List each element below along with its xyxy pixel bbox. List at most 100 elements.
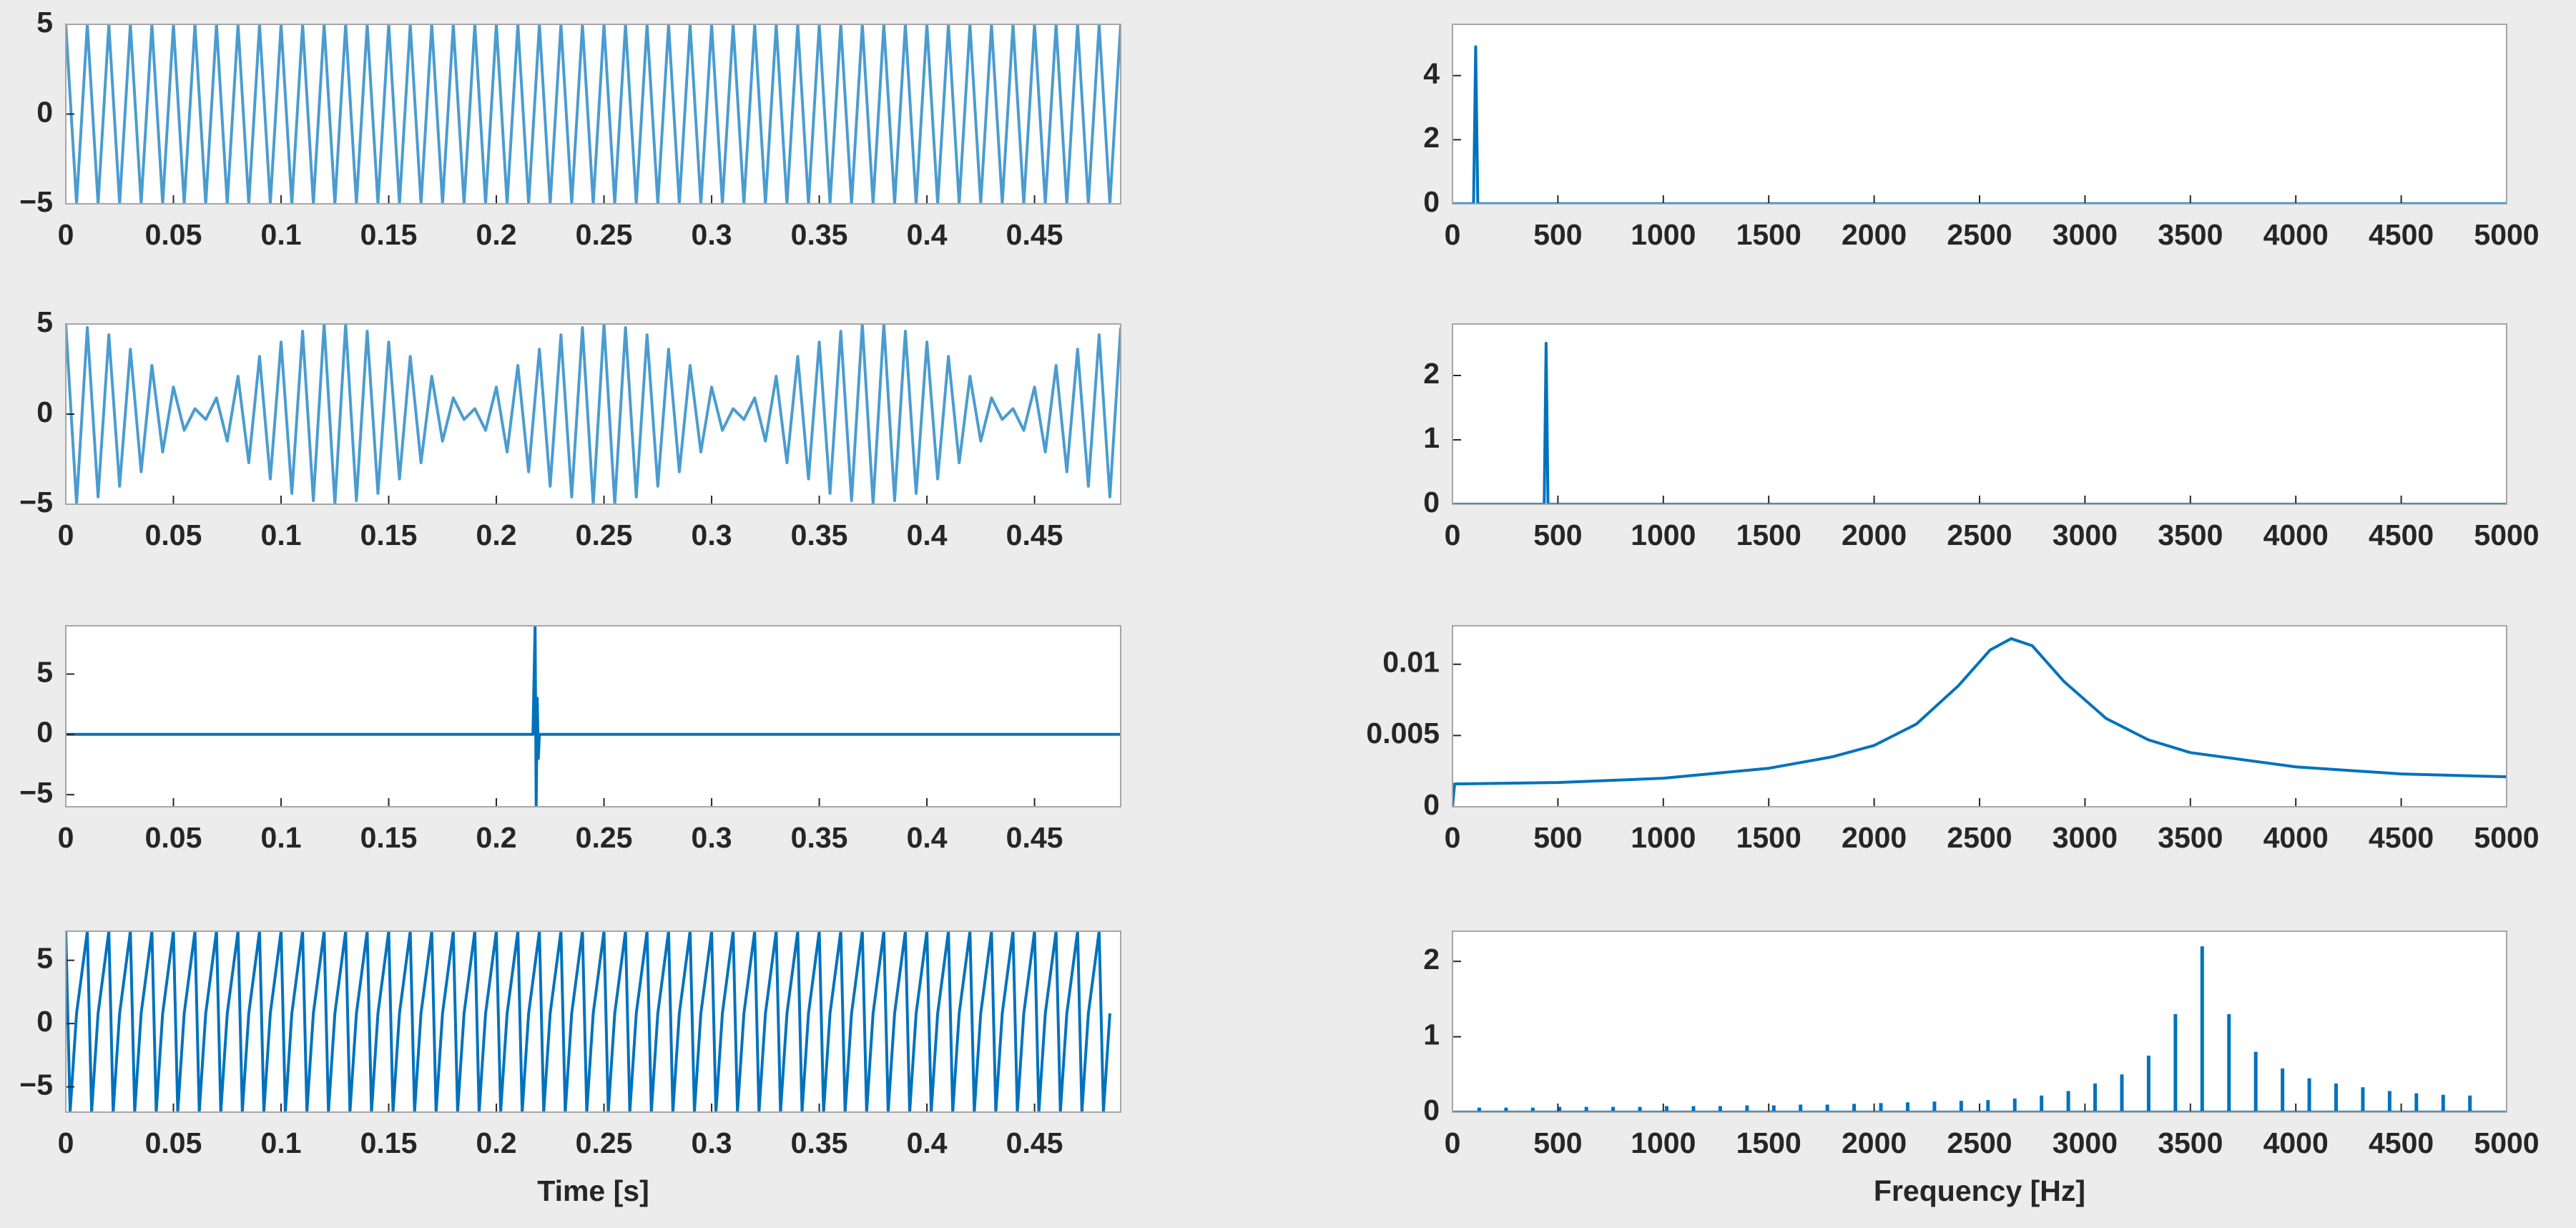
x-tick-label: 0.35 <box>791 218 848 251</box>
x-tick-label: 1000 <box>1631 821 1696 854</box>
x-tick-label: 0.25 <box>576 1126 633 1159</box>
x-tick-label: 0.3 <box>692 1126 732 1159</box>
plot-area <box>1452 946 2507 1112</box>
y-tick-label: 0 <box>36 1005 53 1038</box>
plot-area <box>66 324 1121 504</box>
x-tick-label: 0.1 <box>261 1126 302 1159</box>
x-tick-label: 0.25 <box>576 519 633 551</box>
signal-line <box>1452 45 2507 204</box>
plot-area <box>66 24 1121 204</box>
axes-background <box>66 324 1121 504</box>
axes-background <box>66 626 1121 807</box>
x-tick-label: 0.4 <box>907 218 948 251</box>
x-tick-label: 500 <box>1533 1126 1582 1159</box>
axes-border <box>1452 625 2507 807</box>
x-tick-label: 0.15 <box>360 519 418 551</box>
x-tick-label: 3000 <box>2053 519 2118 551</box>
y-tick-label: 1 <box>1423 1018 1440 1051</box>
y-tick-label: 0 <box>1423 185 1440 218</box>
y-tick-label: 5 <box>36 305 53 338</box>
x-tick-label: 0 <box>1445 821 1461 854</box>
x-tick-label: 0.15 <box>360 821 418 854</box>
x-tick-label: 0.45 <box>1006 218 1063 251</box>
axes-border <box>65 930 1121 1113</box>
axes-border <box>65 24 1121 205</box>
x-tick-label: 0.1 <box>261 218 302 251</box>
y-tick-label: 5 <box>36 655 53 688</box>
x-tick-label: 2000 <box>1842 821 1907 854</box>
x-tick-label: 0 <box>1445 519 1461 551</box>
x-tick-label: 0.2 <box>476 218 517 251</box>
y-tick-label: 0 <box>36 95 53 128</box>
x-tick-label: 0 <box>58 821 74 854</box>
x-tick-label: 3000 <box>2053 821 2118 854</box>
x-tick-label: 4500 <box>2369 1126 2434 1159</box>
x-tick-label: 2500 <box>1947 519 2012 551</box>
x-tick-label: 0.05 <box>145 821 202 854</box>
x-tick-label: 500 <box>1533 218 1582 251</box>
axes-background <box>66 24 1121 204</box>
x-tick-label: 0.2 <box>476 519 517 551</box>
axes-background <box>1452 931 2507 1112</box>
y-tick-label: −5 <box>19 1068 53 1101</box>
x-tick-label: 0.05 <box>145 519 202 551</box>
axes-border <box>65 625 1121 807</box>
plot-area <box>1452 342 2507 504</box>
x-tick-label: 1000 <box>1631 1126 1696 1159</box>
x-tick-label: 3500 <box>2158 218 2223 251</box>
x-tick-label: 0.35 <box>791 821 848 854</box>
axes-border <box>1452 930 2507 1113</box>
y-tick-label: −5 <box>19 776 53 809</box>
y-tick-label: 5 <box>36 6 53 39</box>
y-tick-label: 0.005 <box>1366 717 1440 750</box>
x-tick-label: 5000 <box>2474 1126 2539 1159</box>
x-tick-label: 3500 <box>2158 519 2223 551</box>
x-tick-label: 2500 <box>1947 821 2012 854</box>
x-tick-label: 0.3 <box>692 519 732 551</box>
y-tick-label: 0 <box>36 396 53 428</box>
axes-border <box>1452 323 2507 505</box>
x-tick-label: 3000 <box>2053 1126 2118 1159</box>
y-tick-label: 0 <box>1423 788 1440 821</box>
x-tick-label: 500 <box>1533 519 1582 551</box>
x-tick-label: 0.25 <box>576 218 633 251</box>
x-tick-label: 1000 <box>1631 519 1696 551</box>
x-tick-label: 2000 <box>1842 519 1907 551</box>
x-tick-label: 0.2 <box>476 1126 517 1159</box>
x-tick-label: 0 <box>58 218 74 251</box>
y-tick-label: 2 <box>1423 943 1440 976</box>
x-tick-label: 4500 <box>2369 821 2434 854</box>
x-tick-label: 4500 <box>2369 218 2434 251</box>
x-tick-label: 4000 <box>2263 821 2329 854</box>
signal-line <box>66 24 1121 204</box>
axes-border <box>65 323 1121 505</box>
x-tick-label: 1500 <box>1736 1126 1801 1159</box>
x-tick-label: 0.45 <box>1006 821 1063 854</box>
y-tick-label: −5 <box>19 486 53 519</box>
x-tick-label: 0.1 <box>261 519 302 551</box>
x-tick-label: 0.15 <box>360 1126 418 1159</box>
y-tick-label: −5 <box>19 185 53 218</box>
plot-area <box>1452 637 2507 807</box>
y-tick-label: 0 <box>1423 1094 1440 1126</box>
axes-background <box>1452 324 2507 504</box>
x-axis-label: Time [s] <box>537 1174 649 1207</box>
x-tick-label: 4000 <box>2263 519 2329 551</box>
x-tick-label: 0.05 <box>145 218 202 251</box>
x-tick-label: 3500 <box>2158 821 2223 854</box>
y-tick-label: 2 <box>1423 121 1440 154</box>
x-tick-label: 1000 <box>1631 218 1696 251</box>
x-tick-label: 0.45 <box>1006 1126 1063 1159</box>
signal-line <box>66 324 1121 504</box>
axes-background <box>1452 24 2507 204</box>
y-tick-label: 0 <box>36 716 53 749</box>
x-tick-label: 0 <box>1445 218 1461 251</box>
x-tick-label: 4000 <box>2263 1126 2329 1159</box>
x-tick-label: 1500 <box>1736 218 1801 251</box>
x-tick-label: 0 <box>58 1126 74 1159</box>
signal-line <box>66 626 1121 807</box>
x-tick-label: 1500 <box>1736 821 1801 854</box>
x-tick-label: 0.45 <box>1006 519 1063 551</box>
